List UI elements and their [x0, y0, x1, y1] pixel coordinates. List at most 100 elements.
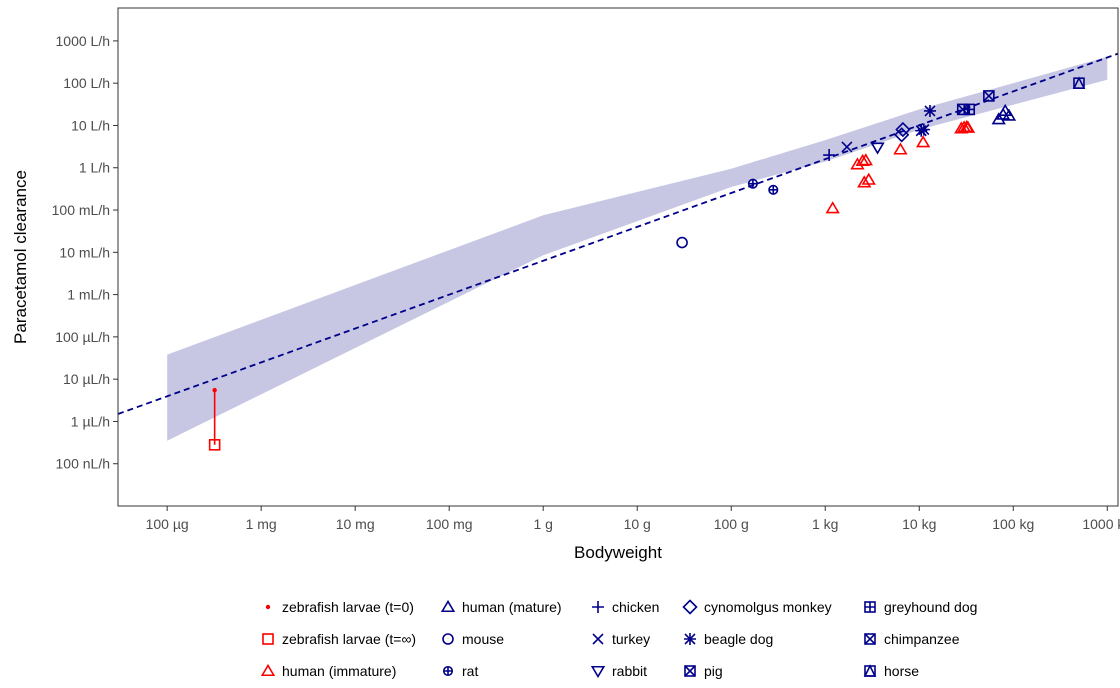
- human-immature-point-4: [858, 153, 873, 166]
- human-immature-point-5: [857, 175, 872, 188]
- series-chicken: [823, 149, 836, 162]
- legend-item-pig: pig: [684, 663, 723, 679]
- legend-item-chicken: chicken: [592, 599, 659, 615]
- legend-key: [682, 599, 698, 615]
- legend-item-human-mature: human (mature): [440, 599, 562, 615]
- legend-item-greyhound-dog: greyhound dog: [864, 599, 977, 615]
- y-tick-label: 100 nL/h: [56, 456, 111, 472]
- x-axis-title: Bodyweight: [574, 543, 662, 562]
- series-beagle-dog: [915, 104, 936, 137]
- x-tick-label: 1 kg: [812, 516, 838, 532]
- zebrafish-larvae-t-point-1: [208, 439, 221, 451]
- legend-label: rat: [462, 663, 478, 679]
- y-tick-label: 10 mL/h: [59, 244, 110, 260]
- series-cynomolgus-monkey: [894, 121, 911, 143]
- x-axis: 100 µg 1 mg 10 mg 100 mg 1 g 10 g 100 g 1 kg 10 …: [146, 506, 1120, 532]
- beagle-dog-point-3: [923, 104, 936, 117]
- regression-line: [118, 52, 1118, 415]
- plot-panel-border: [117, 7, 1119, 507]
- legend-item-mouse: mouse: [442, 631, 504, 647]
- x-tick-label: 100 µg: [146, 516, 189, 532]
- legend-key: [592, 601, 604, 613]
- x-tick-label: 10 mg: [336, 516, 375, 532]
- y-tick-label: 10 µL/h: [63, 371, 110, 387]
- legend-key: [260, 663, 276, 677]
- human-immature-point-6: [861, 172, 876, 185]
- x-tick-label: 1000 kg: [1082, 516, 1120, 532]
- x-tick-label: 1 g: [533, 516, 552, 532]
- rat-point-1: [747, 178, 758, 189]
- series-zebrafish-larvae-t-0: [212, 387, 217, 393]
- series-greyhound-dog: [963, 103, 976, 116]
- series-rabbit: [870, 142, 885, 155]
- legend-key: [864, 633, 876, 645]
- legend-item-rat: rat: [442, 663, 478, 679]
- human-immature-point-1: [825, 201, 840, 214]
- legend-item-rabbit: rabbit: [590, 663, 647, 679]
- greyhound-dog-point-1: [963, 103, 976, 116]
- horse-point-1: [1072, 76, 1086, 89]
- legend-item-cynomolgus-monkey: cynomolgus monkey: [682, 599, 832, 615]
- data-points: [208, 76, 1086, 451]
- y-axis: 100 nL/h 1 µL/h 10 µL/h 100 µL/h 1 mL/h 10 mL…: [52, 33, 118, 472]
- y-tick-label: 1 L/h: [79, 160, 110, 176]
- legend-key: [592, 633, 604, 645]
- legend-item-horse: horse: [863, 663, 919, 679]
- y-tick-label: 100 mL/h: [52, 202, 110, 218]
- series-chimpanzee: [983, 90, 995, 102]
- confidence-band: [167, 56, 1108, 441]
- human-immature-point-7: [893, 142, 908, 155]
- chimpanzee-point-1: [983, 90, 995, 102]
- legend-label: human (mature): [462, 599, 562, 615]
- human-immature-point-8: [916, 135, 931, 148]
- legend-item-human-immature: human (immature): [260, 663, 396, 679]
- legend-label: human (immature): [282, 663, 396, 679]
- x-tick-label: 100 mg: [426, 516, 473, 532]
- legend-key: [440, 599, 456, 613]
- legend-label: chicken: [612, 599, 659, 615]
- human-mature-point-4: [1001, 108, 1017, 121]
- x-tick-label: 10 g: [624, 516, 651, 532]
- y-tick-label: 100 µL/h: [55, 329, 110, 345]
- rat-point-2: [768, 184, 779, 195]
- series-horse: [1072, 76, 1086, 89]
- legend-key: [262, 633, 274, 645]
- x-tick-label: 10 kg: [902, 516, 936, 532]
- human-immature-point-12: [960, 120, 976, 133]
- legend-key: [864, 601, 876, 613]
- x-tick-label: 100 kg: [992, 516, 1034, 532]
- legend-label: horse: [884, 663, 919, 679]
- legend-label: chimpanzee: [884, 631, 960, 647]
- chicken-point-1: [823, 149, 836, 162]
- rabbit-point-1: [870, 142, 885, 155]
- series-zebrafish-larvae-t: [208, 439, 221, 451]
- legend-item-beagle-dog: beagle dog: [684, 631, 773, 647]
- series-turkey: [841, 141, 853, 153]
- legend-label: greyhound dog: [884, 599, 977, 615]
- series-mouse: [676, 236, 688, 249]
- zebrafish-larvae-t-0-point-1: [212, 387, 217, 393]
- y-axis-title: Paracetamol clearance: [11, 170, 30, 344]
- y-tick-label: 100 L/h: [63, 75, 110, 91]
- x-tick-label: 1 mg: [246, 516, 277, 532]
- legend-label: zebrafish larvae (t=∞): [282, 631, 416, 647]
- legend-item-chimpanzee: chimpanzee: [864, 631, 960, 647]
- legend-key: [442, 633, 454, 645]
- legend-key: [590, 665, 606, 679]
- series-human-mature: [991, 103, 1017, 125]
- legend-label: beagle dog: [704, 631, 773, 647]
- legend-label: turkey: [612, 631, 650, 647]
- legend-item-zebrafish-larvae-t-0: zebrafish larvae (t=0): [265, 599, 414, 615]
- regression-fit-line: [118, 52, 1118, 415]
- y-tick-label: 10 L/h: [71, 117, 110, 133]
- beagle-dog-point-1: [915, 124, 928, 137]
- beagle-dog-point-2: [917, 123, 930, 136]
- legend-item-zebrafish-larvae-t: zebrafish larvae (t=∞): [262, 631, 416, 647]
- y-tick-label: 1000 L/h: [56, 33, 111, 49]
- y-tick-label: 1 mL/h: [67, 287, 110, 303]
- legend-key: [863, 664, 877, 677]
- legend-key: [684, 633, 696, 645]
- mouse-point-1: [676, 236, 688, 249]
- legend: zebrafish larvae (t=0) zebrafish larvae (…: [260, 599, 977, 679]
